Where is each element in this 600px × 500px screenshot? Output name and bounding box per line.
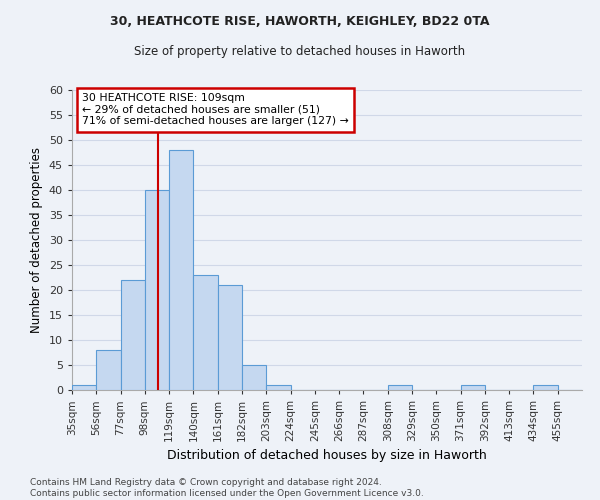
- Bar: [121, 280, 145, 390]
- Bar: [169, 150, 193, 390]
- Y-axis label: Number of detached properties: Number of detached properties: [30, 147, 43, 333]
- Text: Contains HM Land Registry data © Crown copyright and database right 2024.
Contai: Contains HM Land Registry data © Crown c…: [30, 478, 424, 498]
- Bar: [218, 285, 242, 390]
- Text: 30, HEATHCOTE RISE, HAWORTH, KEIGHLEY, BD22 0TA: 30, HEATHCOTE RISE, HAWORTH, KEIGHLEY, B…: [110, 15, 490, 28]
- Bar: [388, 385, 412, 390]
- Bar: [461, 385, 485, 390]
- Bar: [96, 350, 121, 390]
- Bar: [242, 365, 266, 390]
- Bar: [145, 190, 169, 390]
- Bar: [193, 275, 218, 390]
- Bar: [266, 385, 290, 390]
- X-axis label: Distribution of detached houses by size in Haworth: Distribution of detached houses by size …: [167, 450, 487, 462]
- Bar: [533, 385, 558, 390]
- Text: Size of property relative to detached houses in Haworth: Size of property relative to detached ho…: [134, 45, 466, 58]
- Text: 30 HEATHCOTE RISE: 109sqm
← 29% of detached houses are smaller (51)
71% of semi-: 30 HEATHCOTE RISE: 109sqm ← 29% of detac…: [82, 93, 349, 126]
- Bar: [72, 385, 96, 390]
